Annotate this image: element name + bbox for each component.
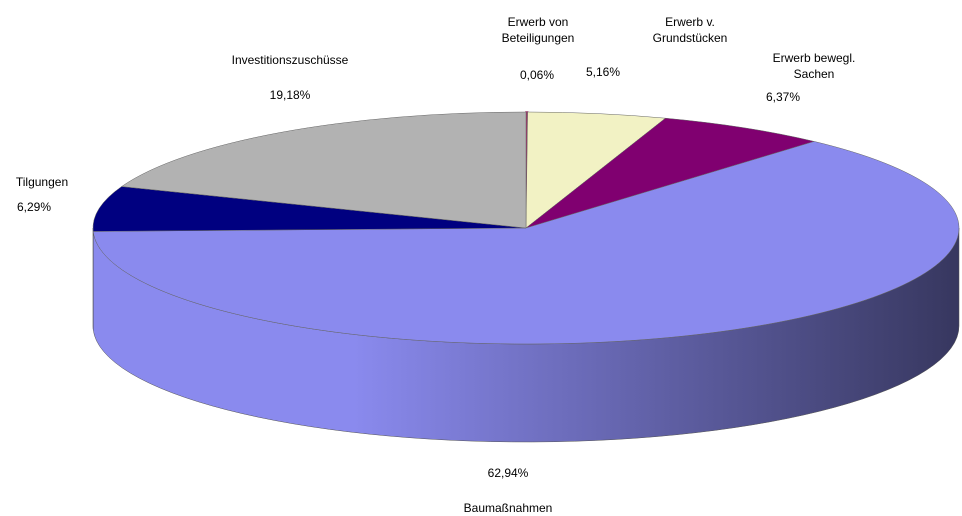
data-label: 6,37% [766,89,800,105]
data-label: 6,29% [17,199,51,215]
data-label: 5,16% [586,64,620,80]
category-label: Erwerb von Beteiligungen [483,14,593,46]
category-label: Tilgungen [0,174,87,190]
category-label: Erwerb bewegl. Sachen [759,50,869,82]
data-label: 62,94% [488,465,529,481]
category-label: Investitionszuschüsse [190,52,390,68]
data-label: 19,18% [270,87,311,103]
category-label: Baumaßnahmen [438,500,578,516]
category-label: Erwerb v. Grundstücken [635,14,745,46]
data-label: 0,06% [520,67,554,83]
